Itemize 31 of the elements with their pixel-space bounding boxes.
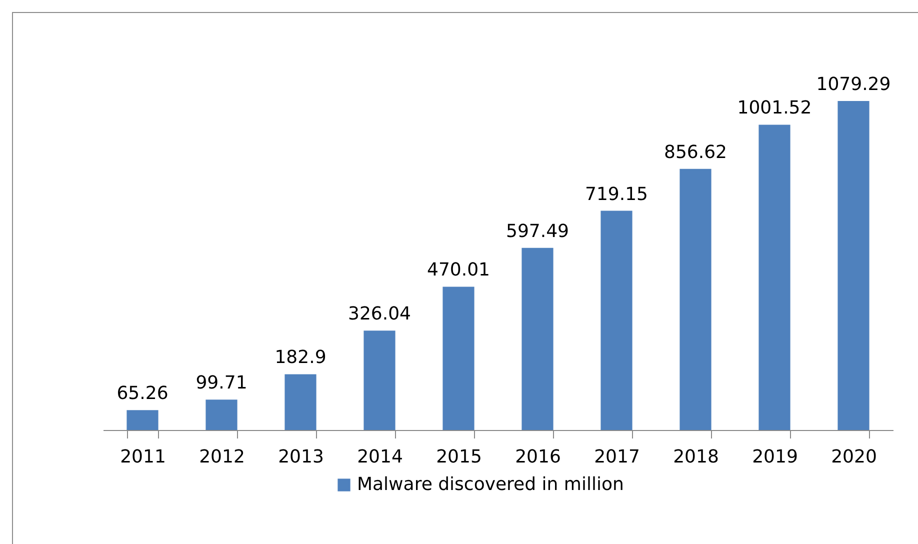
data-label: 182.9 — [274, 347, 326, 368]
bar — [600, 210, 632, 430]
data-label: 470.01 — [427, 260, 490, 281]
bar — [126, 410, 158, 430]
x-tick-label: 2018 — [673, 446, 719, 468]
legend-label: Malware discovered in million — [357, 474, 624, 495]
x-tick-label: 2016 — [515, 446, 561, 468]
bar — [284, 374, 316, 430]
bar — [838, 101, 870, 430]
data-label: 65.26 — [116, 383, 168, 404]
data-label: 856.62 — [664, 142, 727, 163]
bar — [758, 124, 790, 430]
bar — [442, 286, 474, 430]
bar — [680, 168, 712, 430]
x-tick-label: 2011 — [120, 446, 166, 468]
data-label: 326.04 — [348, 304, 411, 325]
data-label: 99.71 — [196, 372, 248, 394]
bar — [206, 400, 238, 430]
data-label: 597.49 — [506, 220, 569, 242]
x-tick-label: 2014 — [357, 446, 403, 468]
x-tick-label: 2019 — [752, 446, 798, 468]
data-label: 1079.29 — [816, 74, 891, 95]
bar — [522, 248, 554, 430]
x-tick-label: 2012 — [199, 446, 245, 468]
x-tick-label: 2020 — [831, 446, 877, 468]
x-tick-label: 2013 — [278, 446, 324, 468]
data-label: 1001.52 — [737, 98, 812, 119]
x-tick-label: 2015 — [436, 446, 482, 468]
data-label: 719.15 — [585, 184, 648, 205]
bar — [364, 330, 396, 430]
x-tick-label: 2017 — [594, 446, 640, 468]
